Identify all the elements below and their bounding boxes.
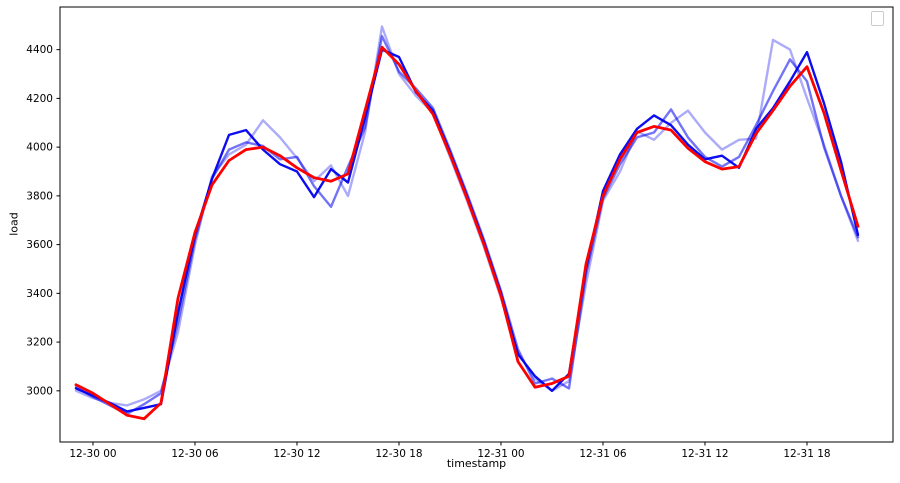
series-red-line: [74, 45, 860, 421]
series-blue-line-light: [74, 25, 860, 407]
x-tick-label: 12-31 18: [783, 448, 830, 460]
series-blue-line-dark: [74, 48, 860, 413]
y-tick-label: 4400: [26, 44, 53, 56]
x-tick-label: 12-30 12: [273, 448, 320, 460]
x-tick-label: 12-30 18: [375, 448, 422, 460]
x-tick-label: 12-30 06: [171, 448, 219, 460]
y-axis-label: load: [7, 212, 21, 236]
x-tick-label: 12-31 06: [579, 448, 627, 460]
y-tick-label: 3600: [26, 239, 53, 251]
y-tick-label: 3000: [26, 385, 53, 397]
series-blue-line-medium: [74, 35, 860, 416]
y-tick-label: 3800: [26, 190, 53, 202]
legend-box: [871, 11, 884, 26]
y-tick-label: 4000: [26, 142, 53, 154]
x-tick-label: 12-31 00: [477, 448, 524, 460]
x-axis-label: timestamp: [446, 457, 507, 470]
y-tick-label: 3200: [26, 337, 53, 349]
x-tick-label: 12-30 00: [69, 448, 116, 460]
axes-frame: [59, 6, 894, 443]
x-tick-label: 12-31 12: [681, 448, 728, 460]
y-tick-label: 4200: [26, 93, 53, 105]
y-tick-label: 3400: [26, 288, 53, 300]
